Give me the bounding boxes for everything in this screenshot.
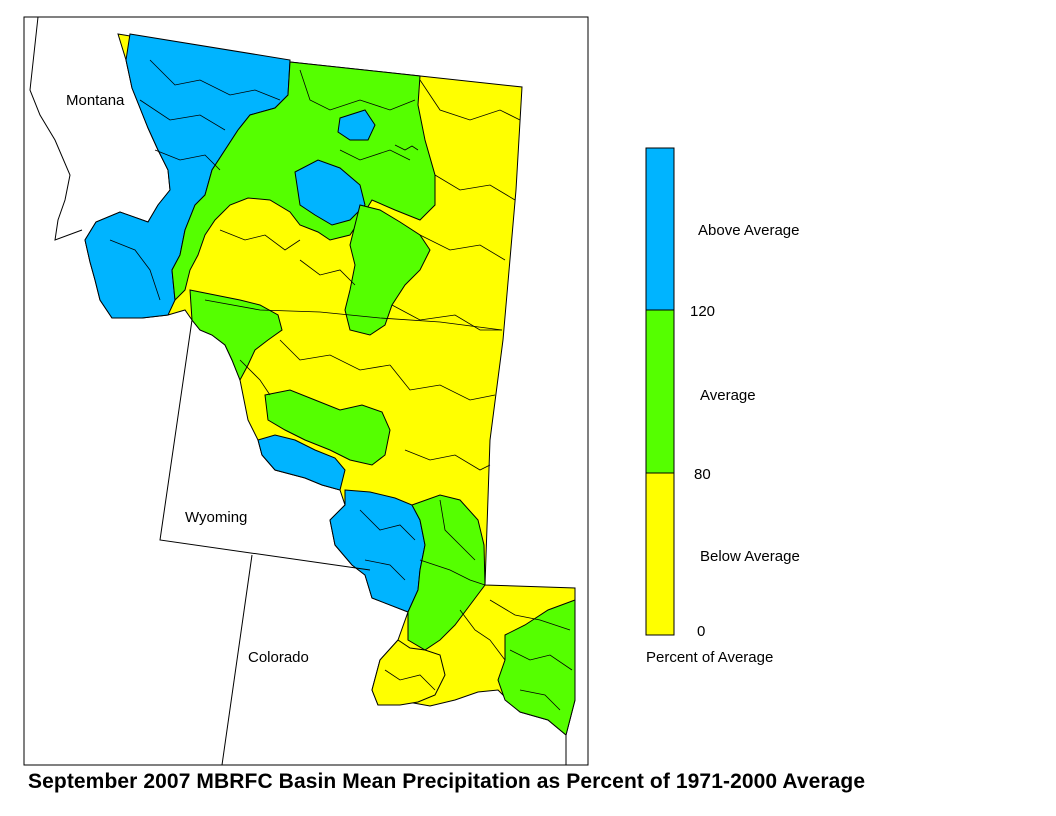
legend-caption: Percent of Average (646, 649, 773, 666)
montana-west-boundary (29, 16, 83, 241)
colorado-boundary-west (221, 554, 253, 766)
basin-average-central (344, 204, 431, 336)
basin-average-central-south (264, 389, 391, 466)
legend-swatch-below (645, 472, 675, 636)
state-label-montana: Montana (66, 92, 125, 109)
legend-swatch-above (645, 147, 675, 311)
basin-above-average-southwest (257, 434, 346, 491)
basin-above-average-north-small (337, 109, 376, 141)
legend-label-average: Average (700, 387, 756, 404)
basin-above-average-south (329, 489, 426, 613)
legend-break-0: 0 (697, 623, 705, 640)
legend: Above Average Average Below Average 120 … (645, 147, 800, 666)
figure-title: September 2007 MBRFC Basin Mean Precipit… (28, 770, 866, 793)
basin-above-average-central (294, 159, 366, 226)
sub-basin-boundaries (109, 59, 573, 711)
legend-label-above: Above Average (698, 222, 799, 239)
state-label-wyoming: Wyoming (185, 509, 247, 526)
legend-swatch-average (645, 309, 675, 474)
basin-average-southeast (497, 599, 576, 736)
state-label-colorado: Colorado (248, 649, 309, 666)
state-boundaries (29, 16, 567, 766)
basin-average-west (189, 289, 283, 382)
basin-region (84, 33, 576, 736)
map-panel-border (23, 16, 589, 766)
wyoming-boundary (159, 319, 371, 571)
legend-label-below: Below Average (700, 548, 800, 565)
basin-average-south (407, 494, 486, 651)
legend-break-120: 120 (690, 303, 715, 320)
legend-break-80: 80 (694, 466, 711, 483)
basin-below-average-colorado (371, 639, 446, 706)
